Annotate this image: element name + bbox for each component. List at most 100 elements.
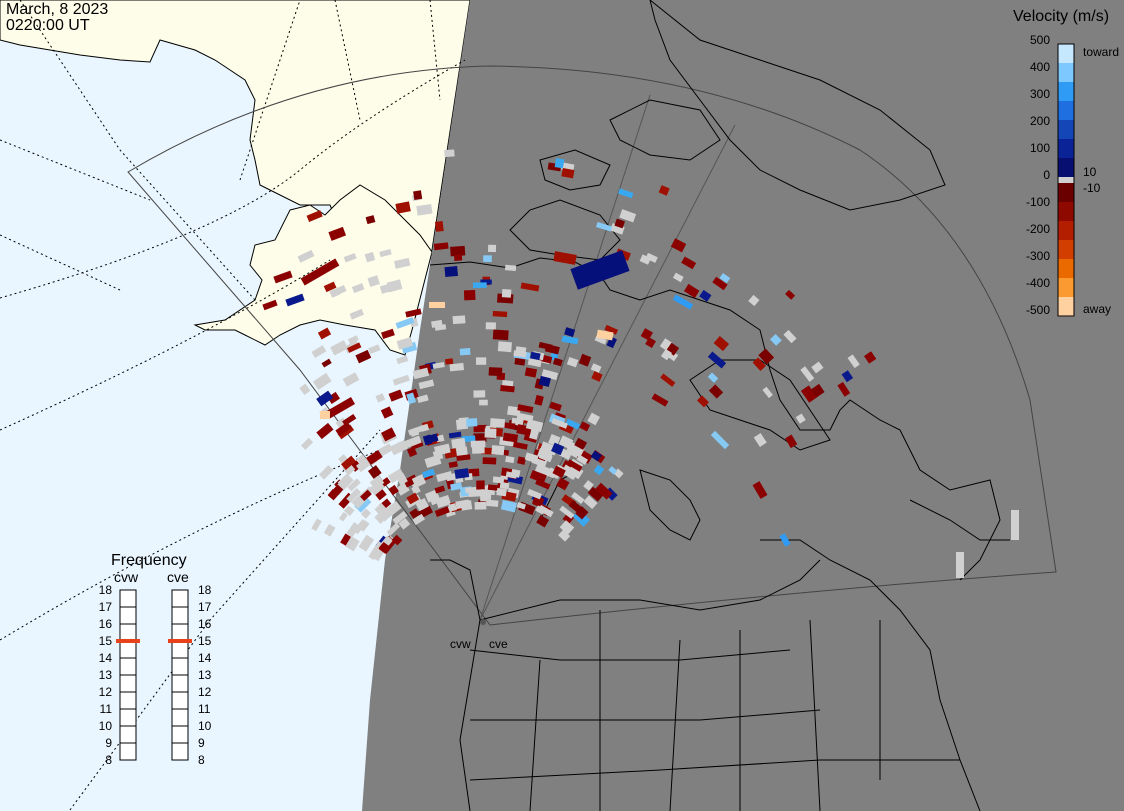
- radar-echo-cell: [707, 351, 727, 369]
- radar-echo-cell: [660, 373, 676, 387]
- radar-echo-cell: [454, 254, 463, 261]
- radar-echo-cell: [321, 358, 332, 368]
- radar-site-cve: cve: [489, 637, 508, 651]
- radar-echo-cell: [343, 505, 355, 517]
- radar-echo-cell: [466, 418, 478, 427]
- radar-echo-cell: [570, 250, 630, 290]
- radar-echo-cell: [404, 435, 422, 449]
- radar-echo-cell: [433, 242, 449, 251]
- frequency-panel: Frequency cvw cve 18 18 17 17 16 16 15 15 14 14 13…: [99, 552, 212, 767]
- radar-echo-cell: [479, 399, 488, 406]
- radar-echo-cell: [338, 512, 348, 522]
- radar-echo-cell: [779, 533, 791, 547]
- radar-echo-cell: [606, 336, 617, 349]
- frequency-cell: [171, 708, 189, 727]
- radar-echo-cell: [497, 341, 512, 353]
- radar-echo-cell: [645, 252, 658, 263]
- radar-echo-cell: [596, 221, 613, 232]
- fov-beam-line: [479, 124, 736, 621]
- radar-echo-cell: [412, 513, 426, 526]
- frequency-scale-label-cvw: 8: [105, 753, 112, 767]
- radar-echo-cell: [485, 499, 499, 507]
- frequency-cell: [119, 640, 137, 659]
- radar-echo-cell: [342, 372, 360, 387]
- radar-echo-cell: [340, 455, 357, 470]
- colorbar-segment-gs: [1058, 177, 1074, 183]
- radar-echo-cell: [511, 441, 528, 450]
- radar-echo-cell: [386, 279, 403, 293]
- frequency-cell: [119, 708, 137, 727]
- radar-echo-cell: [551, 442, 565, 456]
- radar-echo-cell: [406, 492, 420, 505]
- radar-echo-cell: [596, 329, 614, 341]
- radar-echo-cell: [367, 275, 380, 287]
- frequency-scale-label-cvw: 17: [99, 600, 113, 614]
- radar-echo-cell: [548, 434, 561, 447]
- radar-echo-cell: [429, 302, 445, 308]
- radar-echo-cell: [474, 501, 487, 510]
- radar-echo-cell: [262, 299, 278, 311]
- frequency-cell: [119, 657, 137, 676]
- frequency-scale-label-cvw: 11: [100, 702, 113, 716]
- radar-echo-cell: [452, 315, 466, 325]
- radar-echo-cell: [590, 450, 602, 462]
- radar-echo-cell: [380, 406, 394, 419]
- radar-echo-cell: [566, 441, 585, 458]
- velocity-colorbar: Velocity (m/s) 500 400 300 200 100 0 -100 -200 -…: [1013, 8, 1119, 317]
- colorbar-pos-small: 10: [1083, 165, 1097, 179]
- radar-echo-cell: [420, 423, 430, 432]
- radar-echo-cell: [448, 431, 462, 439]
- radar-echo-cell: [587, 412, 600, 426]
- frequency-scale-label-cvw: 12: [99, 685, 113, 699]
- radar-echo-cell: [463, 289, 476, 301]
- night-side: [362, 0, 1124, 811]
- radar-echo-cell: [505, 455, 515, 464]
- radar-echo-cell: [536, 515, 550, 528]
- radar-echo-cell: [365, 215, 376, 225]
- radar-echo-cell: [320, 411, 330, 419]
- radar-echo-cell: [455, 446, 468, 456]
- radar-echo-cell: [377, 443, 394, 457]
- colorbar-segment-toward: [1058, 63, 1074, 83]
- radar-echo-cell: [529, 429, 539, 440]
- colorbar-segment-toward: [1058, 139, 1074, 159]
- radar-echo-cell: [748, 294, 760, 307]
- radar-echo-cell: [527, 488, 542, 500]
- radar-echo-cell: [413, 190, 423, 200]
- frequency-title: Frequency: [111, 552, 187, 569]
- frequency-cell: [119, 623, 137, 642]
- radar-echo-cell: [436, 471, 453, 483]
- radar-echo-cell: [470, 440, 486, 448]
- radar-echo-cell: [358, 520, 370, 532]
- radar-echo-cell: [448, 461, 458, 469]
- frequency-scale-label-cvw: 18: [99, 583, 113, 597]
- radar-echo-cell: [327, 391, 341, 405]
- colorbar-tick-label: -200: [1026, 222, 1050, 236]
- radar-echo-cell: [762, 386, 773, 399]
- radar-echo-cell: [398, 517, 411, 530]
- radar-echo-cell: [583, 480, 594, 491]
- radar-echo-cell: [395, 317, 415, 329]
- radar-echo-cell: [299, 383, 311, 396]
- radar-echo-cell: [753, 433, 767, 447]
- radar-echo-cell: [380, 427, 397, 442]
- radar-echo-cell: [561, 167, 575, 179]
- radar-echo-cell: [502, 432, 519, 443]
- radar-echo-cell: [391, 534, 403, 546]
- radar-echo-cell: [411, 474, 427, 488]
- radar-echo-cell: [342, 413, 357, 426]
- radar-echo-cell: [863, 351, 877, 364]
- radar-echo-cell: [434, 485, 446, 494]
- radar-echo-cell: [368, 547, 380, 561]
- radar-echo-cell: [769, 333, 782, 346]
- frequency-marker-cve: [168, 639, 192, 643]
- radar-echo-cell: [329, 284, 347, 298]
- colorbar-segment-toward: [1058, 101, 1074, 121]
- colorbar-tick-label: -400: [1026, 276, 1050, 290]
- radar-echo-cell: [347, 335, 359, 344]
- frequency-scale-label-cve: 18: [198, 583, 212, 597]
- graticule: [0, 0, 466, 811]
- radar-echo-cell: [388, 389, 404, 402]
- radar-echo-cell: [435, 494, 451, 509]
- radar-echo-cell: [381, 328, 395, 340]
